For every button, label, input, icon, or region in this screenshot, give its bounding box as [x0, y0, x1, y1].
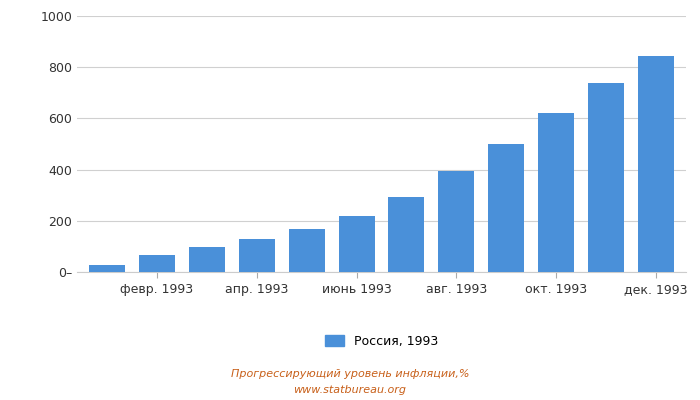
Bar	[189, 247, 225, 272]
Bar	[89, 265, 125, 272]
Text: Прогрессирующий уровень инфляции,%: Прогрессирующий уровень инфляции,%	[231, 369, 469, 379]
Bar	[139, 255, 175, 272]
Bar	[538, 113, 574, 272]
Bar	[339, 216, 375, 272]
Bar	[438, 171, 475, 272]
Bar	[638, 56, 674, 272]
Bar	[389, 197, 424, 272]
Legend: Россия, 1993: Россия, 1993	[325, 334, 438, 348]
Bar	[588, 82, 624, 272]
Bar	[489, 144, 524, 272]
Bar	[239, 239, 274, 272]
Text: www.statbureau.org: www.statbureau.org	[293, 385, 407, 395]
Bar	[288, 229, 325, 272]
